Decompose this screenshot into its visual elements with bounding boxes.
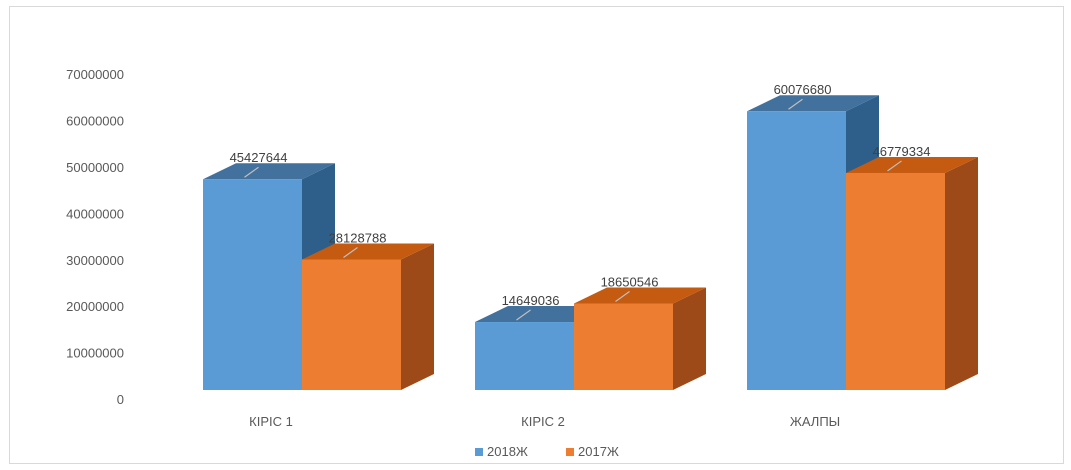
data-label: 14649036 [502, 293, 560, 308]
bar-2018Ж-КІРІС 1 [203, 179, 302, 390]
data-label-leader [343, 246, 358, 258]
data-label-leader [244, 166, 259, 178]
category-label: КІРІС 2 [521, 414, 565, 429]
y-axis-ticks: 0 10000000 20000000 30000000 40000000 5000000… [66, 67, 124, 407]
bar-top-face [747, 95, 879, 112]
data-label: 46779334 [873, 144, 931, 159]
bar-side-face [945, 156, 978, 390]
bar-top-face [302, 243, 434, 260]
legend-label: 2017Ж [578, 444, 619, 459]
bar-2017Ж-КІРІС 2 [574, 303, 673, 390]
data-label-leader [788, 98, 803, 110]
y-tick-label: 70000000 [66, 67, 124, 82]
bar-2018Ж-КІРІС 2 [475, 322, 574, 390]
bar-side-face [401, 243, 434, 390]
bar-top-face [574, 287, 706, 304]
bar-2017Ж-ЖАЛПЫ [846, 172, 945, 390]
data-label-leader [615, 290, 630, 302]
y-tick-label: 0 [117, 392, 124, 407]
y-tick-label: 10000000 [66, 346, 124, 361]
legend-swatch-2018Ж [475, 448, 483, 456]
y-tick-label: 60000000 [66, 114, 124, 129]
y-tick-label: 50000000 [66, 160, 124, 175]
data-label: 45427644 [230, 150, 288, 165]
data-label: 18650546 [601, 274, 659, 289]
data-label-leader [887, 160, 902, 172]
legend-swatch-2017Ж [566, 448, 574, 456]
data-label-leader [516, 309, 531, 321]
bar-top-face [846, 156, 978, 173]
bar-2018Ж-ЖАЛПЫ [747, 111, 846, 390]
y-tick-label: 20000000 [66, 299, 124, 314]
y-tick-label: 30000000 [66, 253, 124, 268]
chart-frame: 0 10000000 20000000 30000000 40000000 5000000… [9, 6, 1064, 464]
bar-side-face [673, 287, 706, 390]
bar-chart-3d: 0 10000000 20000000 30000000 40000000 5000000… [66, 67, 978, 459]
bars [203, 95, 978, 390]
category-label: ЖАЛПЫ [790, 414, 840, 429]
category-labels: КІРІС 1 КІРІС 2 ЖАЛПЫ [249, 414, 840, 429]
bar-2017Ж-КІРІС 1 [302, 259, 401, 390]
y-tick-label: 40000000 [66, 206, 124, 221]
legend: 2018Ж 2017Ж [475, 444, 619, 459]
bar-top-face [203, 163, 335, 180]
category-label: КІРІС 1 [249, 414, 293, 429]
data-label: 28128788 [329, 230, 387, 245]
legend-label: 2018Ж [487, 444, 528, 459]
data-labels: 45427644 28128788 14649036 18650546 60076680… [230, 82, 931, 321]
data-label: 60076680 [774, 82, 832, 97]
